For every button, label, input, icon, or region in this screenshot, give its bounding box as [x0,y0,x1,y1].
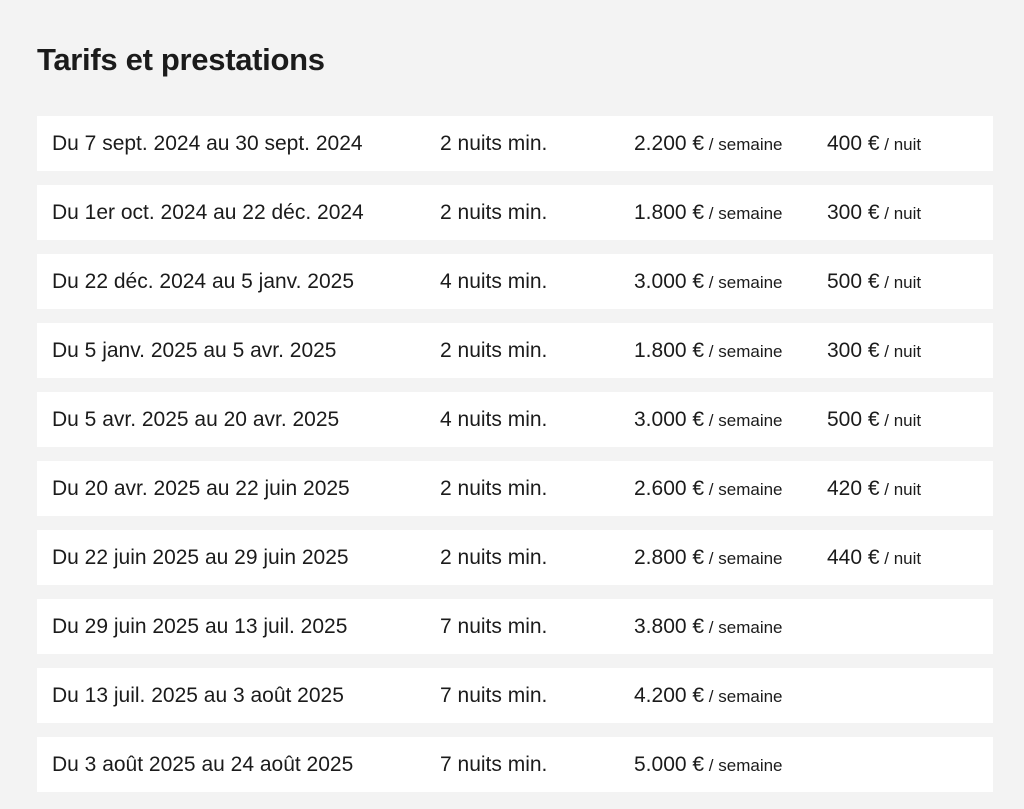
rate-week-unit: / semaine [704,549,783,568]
rate-night-price: 420 € [827,477,880,500]
rate-row: Du 5 janv. 2025 au 5 avr. 2025 2 nuits m… [37,323,993,378]
rate-night-unit: / nuit [879,480,922,499]
rate-week-unit: / semaine [704,756,783,775]
rate-row: Du 22 juin 2025 au 29 juin 2025 2 nuits … [37,530,993,585]
rate-week-cell: 2.600 € / semaine [634,461,783,516]
rate-night-cell: 500 € / nuit [827,254,921,309]
rate-min-nights: 7 nuits min. [440,753,548,776]
rate-week-unit: / semaine [704,618,783,637]
rate-period: Du 7 sept. 2024 au 30 sept. 2024 [52,132,363,155]
rate-night-cell: 420 € / nuit [827,461,921,516]
rate-min-nights: 2 nuits min. [440,201,548,224]
rate-period: Du 3 août 2025 au 24 août 2025 [52,753,354,776]
rate-period: Du 29 juin 2025 au 13 juil. 2025 [52,615,348,638]
rate-row: Du 20 avr. 2025 au 22 juin 2025 2 nuits … [37,461,993,516]
rate-row: Du 22 déc. 2024 au 5 janv. 2025 4 nuits … [37,254,993,309]
rate-night-unit: / nuit [879,549,922,568]
rate-week-price: 3.000 € [634,270,705,293]
rate-night-price: 440 € [827,546,880,569]
rate-week-unit: / semaine [704,135,783,154]
rate-night-cell: 300 € / nuit [827,323,921,378]
rate-week-unit: / semaine [704,342,783,361]
page-title: Tarifs et prestations [37,42,325,77]
rate-night-price: 300 € [827,339,880,362]
rate-row: Du 5 avr. 2025 au 20 avr. 2025 4 nuits m… [37,392,993,447]
rate-week-unit: / semaine [704,687,783,706]
rate-week-cell: 4.200 € / semaine [634,668,783,723]
rate-period: Du 22 juin 2025 au 29 juin 2025 [52,546,349,569]
rate-week-cell: 1.800 € / semaine [634,185,783,240]
rate-night-unit: / nuit [879,204,922,223]
rate-min-nights: 2 nuits min. [440,339,548,362]
rate-min-nights: 2 nuits min. [440,477,548,500]
rate-week-cell: 3.800 € / semaine [634,599,783,654]
rate-week-price: 5.000 € [634,753,705,776]
rate-week-cell: 2.200 € / semaine [634,116,783,171]
rate-night-price: 500 € [827,408,880,431]
rate-week-unit: / semaine [704,411,783,430]
rate-period: Du 20 avr. 2025 au 22 juin 2025 [52,477,350,500]
rate-week-unit: / semaine [704,273,783,292]
rate-week-price: 3.800 € [634,615,705,638]
rate-week-unit: / semaine [704,480,783,499]
rate-night-price: 400 € [827,132,880,155]
rate-week-cell: 5.000 € / semaine [634,737,783,792]
rate-week-price: 3.000 € [634,408,705,431]
rate-row: Du 29 juin 2025 au 13 juil. 2025 7 nuits… [37,599,993,654]
rate-week-price: 2.600 € [634,477,705,500]
rate-period: Du 5 janv. 2025 au 5 avr. 2025 [52,339,337,362]
rate-week-price: 4.200 € [634,684,705,707]
rate-night-cell: 440 € / nuit [827,530,921,585]
rate-period: Du 5 avr. 2025 au 20 avr. 2025 [52,408,340,431]
rate-week-price: 2.200 € [634,132,705,155]
rate-week-cell: 3.000 € / semaine [634,254,783,309]
rate-night-cell: 400 € / nuit [827,116,921,171]
rate-night-unit: / nuit [879,273,922,292]
rate-night-unit: / nuit [879,411,922,430]
rate-night-cell: 500 € / nuit [827,392,921,447]
rate-night-unit: / nuit [879,342,922,361]
rate-period: Du 1er oct. 2024 au 22 déc. 2024 [52,201,364,224]
rate-period: Du 22 déc. 2024 au 5 janv. 2025 [52,270,355,293]
rate-min-nights: 4 nuits min. [440,270,548,293]
rate-week-price: 2.800 € [634,546,705,569]
rate-list: Du 7 sept. 2024 au 30 sept. 2024 2 nuits… [37,116,993,792]
rate-night-unit: / nuit [879,135,922,154]
rate-week-cell: 3.000 € / semaine [634,392,783,447]
rate-period: Du 13 juil. 2025 au 3 août 2025 [52,684,344,707]
rate-week-price: 1.800 € [634,339,705,362]
rate-week-cell: 2.800 € / semaine [634,530,783,585]
rate-night-price: 500 € [827,270,880,293]
rate-row: Du 7 sept. 2024 au 30 sept. 2024 2 nuits… [37,116,993,171]
rate-min-nights: 2 nuits min. [440,132,548,155]
rate-week-cell: 1.800 € / semaine [634,323,783,378]
rate-week-unit: / semaine [704,204,783,223]
rate-week-price: 1.800 € [634,201,705,224]
rate-row: Du 1er oct. 2024 au 22 déc. 2024 2 nuits… [37,185,993,240]
rate-row: Du 13 juil. 2025 au 3 août 2025 7 nuits … [37,668,993,723]
rate-night-cell: 300 € / nuit [827,185,921,240]
rate-min-nights: 4 nuits min. [440,408,548,431]
rate-min-nights: 7 nuits min. [440,684,548,707]
rate-min-nights: 7 nuits min. [440,615,548,638]
rate-min-nights: 2 nuits min. [440,546,548,569]
rate-night-price: 300 € [827,201,880,224]
rate-row: Du 3 août 2025 au 24 août 2025 7 nuits m… [37,737,993,792]
